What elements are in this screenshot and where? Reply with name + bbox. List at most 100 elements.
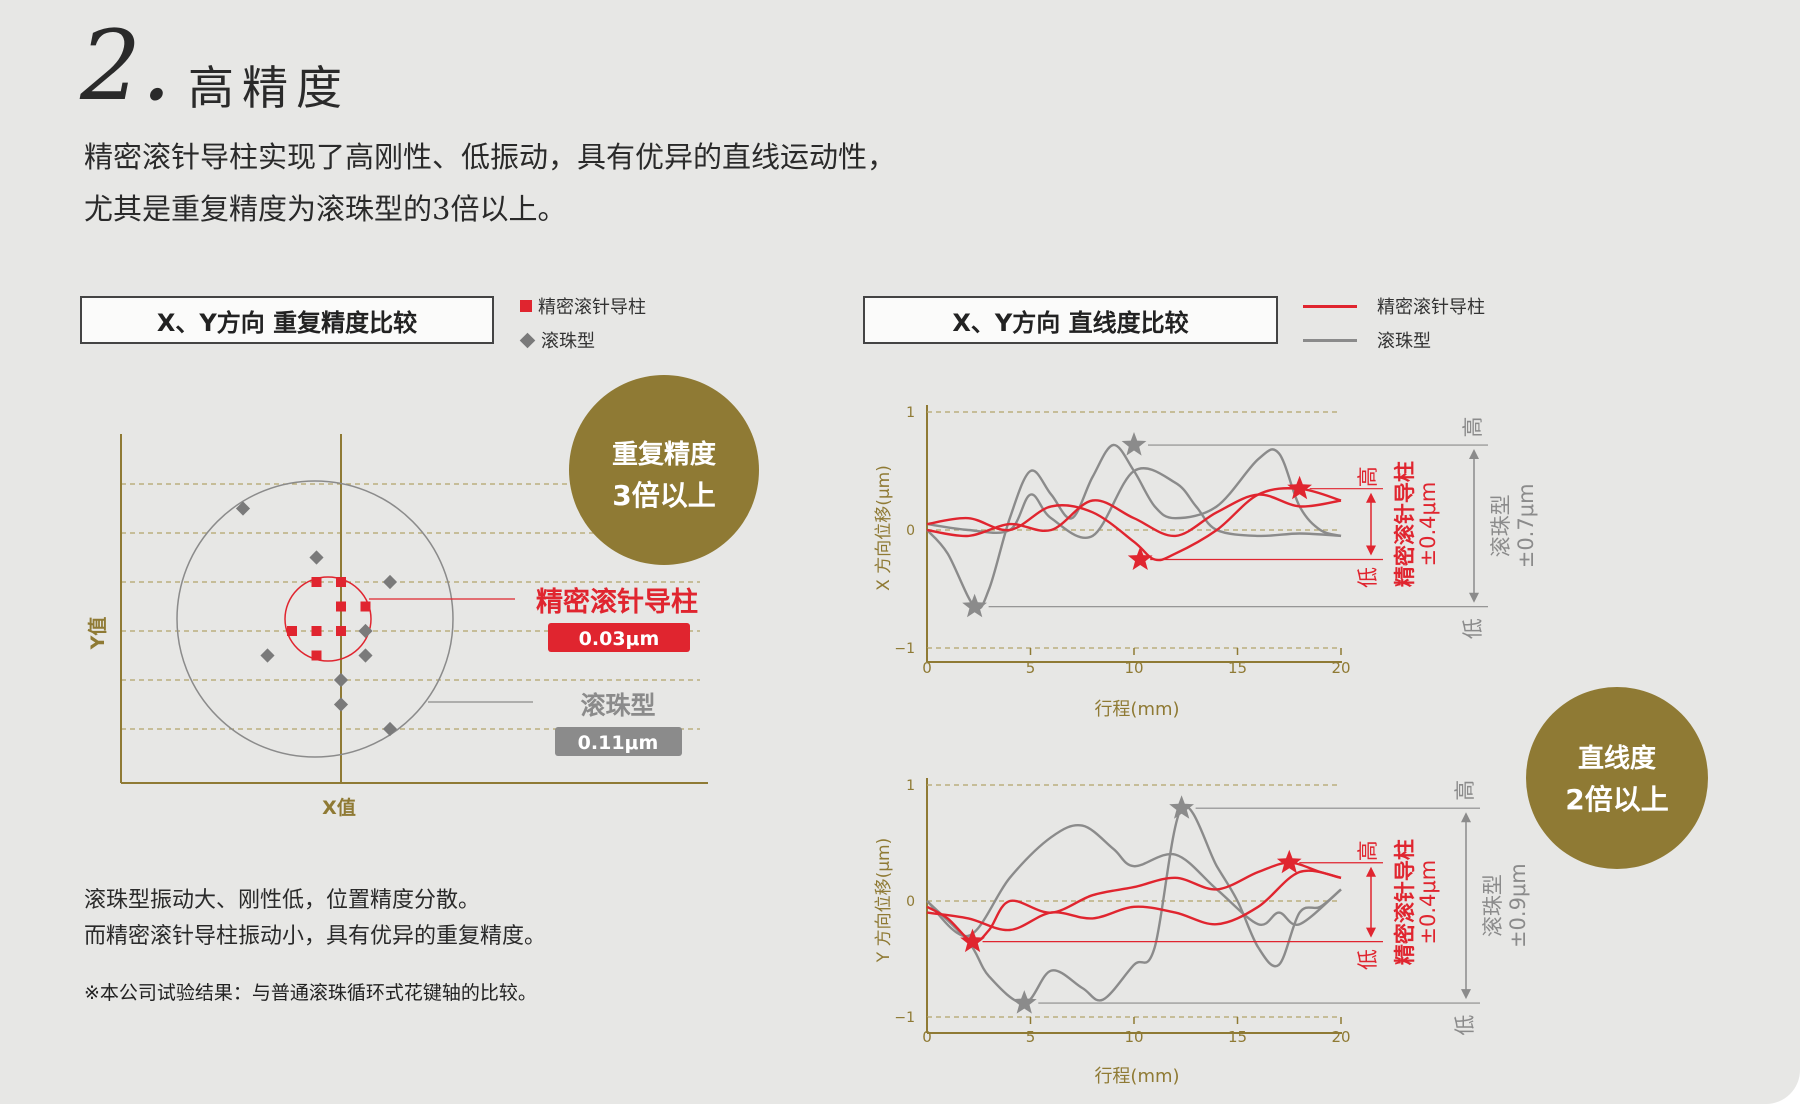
needle-star-icon (960, 928, 985, 953)
x-tick-label: 5 (1026, 1028, 1036, 1046)
straightness-badge (1526, 687, 1708, 869)
legend-needle-square: 精密滚针导柱 (520, 293, 646, 319)
section-title: 高精度 (188, 61, 350, 115)
x-tick-label: 5 (1026, 659, 1036, 677)
needle-point-square (336, 577, 346, 587)
straightness-title-box: X、Y方向 直线度比较 (863, 296, 1278, 344)
x-tick-label: 20 (1331, 1028, 1350, 1046)
needle-series-line (926, 861, 1342, 944)
ball-point-diamond (235, 501, 251, 516)
arrow-down-icon (1366, 545, 1376, 556)
legend-ball-diamond: 滚珠型 (519, 327, 595, 353)
legend-needle-line: 精密滚针导柱 (1303, 293, 1485, 319)
needle-range-value: ±0.4μm (1416, 482, 1440, 567)
ball-point-diamond (333, 672, 349, 688)
x-tick-label: 0 (922, 1028, 932, 1046)
chart1-ylabel: X 方向位移(μm) (874, 465, 894, 591)
ball-series-line (926, 804, 1342, 1005)
chart2-series (926, 804, 1342, 1005)
needle-point-square (311, 626, 322, 636)
arrow-up-icon (1366, 492, 1376, 503)
scatter-gridlines (121, 483, 700, 730)
repeatability-badge (569, 375, 759, 565)
repeatability-title: X、Y方向 重复精度比较 (156, 308, 418, 337)
straightness-title: X、Y方向 直线度比较 (952, 308, 1189, 337)
needle-range-name: 精密滚针导柱 (1393, 461, 1417, 587)
ball-value-badge (555, 727, 682, 756)
scatter-y-label: Y值 (86, 617, 109, 651)
arrow-up-icon (1469, 449, 1479, 460)
ball-low-label: 低 (1453, 1015, 1477, 1036)
intro-line-2: 尤其是重复精度为滚珠型的3倍以上。 (84, 192, 567, 226)
red-line-icon (1303, 304, 1357, 308)
repeatability-badge-line1: 重复精度 (612, 439, 716, 470)
y-tick-label: 0 (906, 523, 915, 539)
needle-value-badge (548, 623, 690, 652)
scatter-x-label: X值 (322, 796, 356, 819)
chart1-series (926, 443, 1342, 610)
needle-high-label: 高 (1356, 466, 1380, 487)
ball-range-name: 滚珠型 (1481, 874, 1505, 937)
needle-callout-label: 精密滚针导柱 (536, 586, 698, 618)
ball-callout-label: 滚珠型 (580, 691, 655, 720)
straightness-badge-line1: 直线度 (1578, 743, 1656, 774)
ball-star-icon (1011, 990, 1037, 1014)
needle-value: 0.03μm (579, 628, 660, 650)
arrow-up-icon (1461, 812, 1471, 823)
repeatability-scatter: X值 Y值 精密滚针导柱 0.03μm 滚珠型 0.11μm 重复精度 3倍以上 (86, 375, 759, 819)
ball-range-value: ±0.7μm (1514, 483, 1538, 568)
needle-point-square (336, 626, 346, 636)
ball-point-diamond (358, 648, 373, 663)
chart2-gridlines (927, 784, 1341, 1018)
x-tick-label: 15 (1228, 659, 1247, 677)
ball-point-diamond (260, 648, 275, 663)
needle-point-square (360, 601, 371, 612)
left-note-line-1: 滚珠型振动大、刚性低，位置精度分散。 (84, 888, 481, 913)
needle-range-name: 精密滚针导柱 (1393, 839, 1417, 965)
arrow-down-icon (1366, 927, 1376, 938)
ball-point-diamond (382, 721, 398, 737)
chart1-ticks: 10−10 5 10 15 20 (894, 405, 1350, 677)
ball-series-line (926, 443, 1342, 610)
ball-point-diamond (333, 697, 349, 712)
x-tick-label: 15 (1228, 1028, 1247, 1046)
ball-point-diamond (382, 574, 398, 590)
needle-point-square (287, 626, 297, 636)
needle-low-label: 低 (1356, 567, 1380, 588)
needle-series-line (926, 869, 1342, 932)
chart2-xlabel: 行程(mm) (1094, 1066, 1179, 1087)
ball-point-diamond (309, 550, 324, 565)
repeatability-title-box: X、Y方向 重复精度比较 (80, 296, 494, 344)
red-square-icon (520, 300, 532, 312)
chart2-stars (960, 795, 1302, 1014)
arrow-down-icon (1469, 592, 1479, 603)
chart1-xlabel: 行程(mm) (1094, 699, 1179, 720)
ball-high-label: 高 (1461, 417, 1485, 438)
ball-high-label: 高 (1453, 780, 1477, 801)
x-tick-label: 0 (922, 659, 932, 677)
y-displacement-chart: 10−10 5 10 15 20 Y 方向位移(μm) 行程(mm) 高低 精密滚针导柱 ±… (874, 778, 1530, 1087)
gray-line-icon (1303, 338, 1357, 342)
ball-point-diamond (358, 623, 373, 639)
needle-high-label: 高 (1356, 840, 1380, 861)
chart1-stars (962, 432, 1312, 618)
legend-label: 滚珠型 (1377, 331, 1431, 352)
needle-point-square (311, 577, 322, 587)
y-tick-label: 0 (906, 894, 915, 910)
ball-series-line (926, 823, 1342, 938)
ball-star-icon (1169, 795, 1194, 819)
chart2-ylabel: Y 方向位移(μm) (874, 838, 894, 963)
y-tick-label: −1 (894, 641, 915, 657)
legend-label: 精密滚针导柱 (1377, 297, 1485, 318)
arrow-up-icon (1366, 866, 1376, 877)
footnote: ※本公司试验结果：与普通滚珠循环式花键轴的比较。 (84, 982, 537, 1004)
needle-star-icon (1276, 849, 1302, 874)
ball-series-line (926, 467, 1342, 539)
legend-label: 滚珠型 (541, 331, 595, 352)
needle-star-icon (1287, 475, 1312, 500)
repeatability-badge-line2: 3倍以上 (612, 479, 715, 512)
x-tick-label: 10 (1124, 659, 1143, 677)
x-displacement-chart: 10−10 5 10 15 20 X 方向位移(μm) 行程(mm) 高低 精密滚针导柱 ±… (874, 405, 1538, 720)
